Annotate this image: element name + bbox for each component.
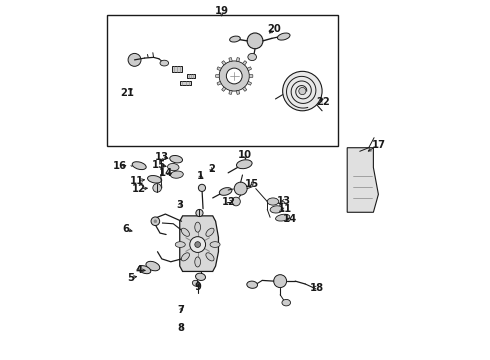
Circle shape bbox=[232, 197, 240, 206]
Polygon shape bbox=[247, 67, 251, 71]
Ellipse shape bbox=[146, 261, 160, 271]
Text: 18: 18 bbox=[310, 283, 324, 293]
Text: 12: 12 bbox=[222, 197, 236, 207]
Polygon shape bbox=[180, 216, 219, 271]
Text: 14: 14 bbox=[159, 168, 173, 178]
Circle shape bbox=[195, 242, 200, 247]
Text: 7: 7 bbox=[178, 305, 185, 315]
Ellipse shape bbox=[181, 253, 190, 261]
Text: 12: 12 bbox=[132, 184, 146, 194]
Ellipse shape bbox=[196, 273, 205, 280]
Ellipse shape bbox=[206, 228, 214, 237]
Polygon shape bbox=[229, 90, 232, 94]
Text: 11: 11 bbox=[278, 204, 293, 215]
Text: 10: 10 bbox=[238, 150, 252, 160]
Text: 13: 13 bbox=[277, 196, 291, 206]
Ellipse shape bbox=[237, 160, 252, 169]
Text: 9: 9 bbox=[194, 282, 201, 292]
Text: 8: 8 bbox=[178, 323, 185, 333]
Polygon shape bbox=[229, 58, 232, 62]
Text: 15: 15 bbox=[245, 179, 259, 189]
Text: 15: 15 bbox=[152, 160, 166, 170]
Ellipse shape bbox=[210, 242, 220, 247]
Circle shape bbox=[274, 275, 287, 288]
Text: 21: 21 bbox=[121, 88, 134, 98]
Circle shape bbox=[234, 182, 247, 195]
Ellipse shape bbox=[181, 228, 190, 237]
Text: 1: 1 bbox=[197, 171, 204, 181]
Polygon shape bbox=[217, 81, 221, 85]
Circle shape bbox=[153, 184, 161, 192]
Polygon shape bbox=[217, 67, 221, 71]
Ellipse shape bbox=[195, 257, 200, 267]
Text: 5: 5 bbox=[127, 273, 134, 283]
Text: 19: 19 bbox=[215, 6, 229, 16]
Ellipse shape bbox=[195, 222, 200, 232]
Text: 11: 11 bbox=[130, 176, 145, 186]
Ellipse shape bbox=[277, 33, 290, 40]
Ellipse shape bbox=[282, 300, 291, 306]
Bar bbox=[172, 66, 182, 72]
Ellipse shape bbox=[168, 163, 179, 171]
Circle shape bbox=[151, 217, 160, 226]
Circle shape bbox=[154, 220, 157, 223]
Polygon shape bbox=[216, 75, 219, 77]
Circle shape bbox=[299, 87, 306, 95]
Ellipse shape bbox=[247, 281, 258, 288]
Ellipse shape bbox=[275, 214, 290, 221]
Text: 3: 3 bbox=[176, 200, 183, 210]
Circle shape bbox=[219, 61, 249, 91]
Circle shape bbox=[247, 33, 263, 49]
Text: 20: 20 bbox=[267, 24, 281, 35]
Circle shape bbox=[226, 68, 242, 84]
Text: 16: 16 bbox=[112, 161, 126, 171]
Ellipse shape bbox=[138, 266, 151, 274]
Ellipse shape bbox=[193, 280, 199, 286]
Text: 22: 22 bbox=[317, 97, 330, 107]
Ellipse shape bbox=[175, 242, 185, 247]
Ellipse shape bbox=[270, 206, 283, 213]
Text: 14: 14 bbox=[283, 215, 297, 224]
Circle shape bbox=[196, 210, 203, 217]
Polygon shape bbox=[243, 87, 247, 91]
Polygon shape bbox=[347, 148, 378, 212]
Text: 13: 13 bbox=[155, 152, 169, 162]
Polygon shape bbox=[236, 90, 240, 94]
Polygon shape bbox=[236, 58, 240, 62]
Circle shape bbox=[283, 71, 322, 111]
Ellipse shape bbox=[248, 53, 256, 60]
Circle shape bbox=[128, 53, 141, 66]
Bar bbox=[187, 74, 195, 78]
Ellipse shape bbox=[206, 253, 214, 261]
Bar bbox=[107, 15, 338, 146]
Polygon shape bbox=[221, 87, 226, 91]
Ellipse shape bbox=[171, 171, 183, 178]
Polygon shape bbox=[243, 61, 247, 65]
Ellipse shape bbox=[230, 36, 240, 42]
Ellipse shape bbox=[160, 60, 169, 66]
Circle shape bbox=[198, 184, 205, 192]
Circle shape bbox=[190, 237, 205, 252]
Ellipse shape bbox=[147, 176, 162, 183]
Ellipse shape bbox=[170, 156, 183, 163]
Text: 6: 6 bbox=[122, 225, 129, 234]
Ellipse shape bbox=[267, 198, 279, 205]
Text: 2: 2 bbox=[208, 164, 215, 174]
Polygon shape bbox=[221, 61, 226, 65]
Polygon shape bbox=[247, 81, 251, 85]
Polygon shape bbox=[249, 75, 253, 77]
Text: 4: 4 bbox=[136, 265, 143, 275]
Text: 17: 17 bbox=[371, 140, 386, 150]
Ellipse shape bbox=[220, 188, 232, 195]
Bar bbox=[180, 81, 191, 85]
Ellipse shape bbox=[132, 162, 146, 170]
